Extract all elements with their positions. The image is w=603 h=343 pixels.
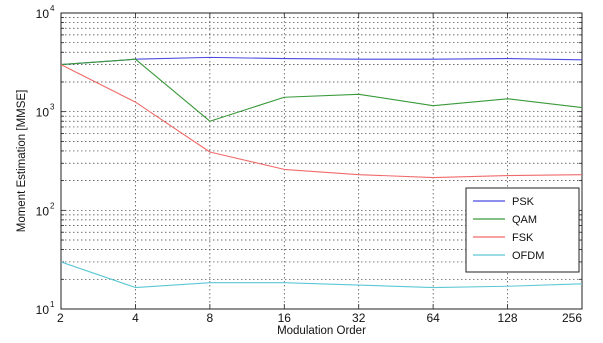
legend-label-fsk: FSK — [512, 232, 534, 244]
series-line-fsk — [60, 64, 583, 179]
legend-label-psk: PSK — [512, 196, 535, 208]
y-tick-exponent: 4 — [50, 4, 55, 13]
x-tick-label: 16 — [278, 311, 292, 325]
y-tick-exponent: 2 — [50, 201, 55, 210]
series-line-ofdm — [60, 261, 583, 289]
y-axis-label: Moment Estimation [MMSE] — [16, 90, 28, 233]
x-tick-label: 128 — [498, 311, 518, 325]
y-tick-exponent: 3 — [50, 103, 55, 112]
x-tick-label: 32 — [352, 311, 366, 325]
x-tick-label: 2 — [57, 311, 64, 325]
x-tick-labels: 2 4 8 16 32 64 128 256 — [57, 311, 582, 325]
x-tick-label: 4 — [132, 311, 139, 325]
y-tick-exponent: 1 — [50, 300, 55, 309]
grid-lines — [61, 13, 582, 309]
legend-label-ofdm: OFDM — [512, 250, 544, 262]
y-tick-label: 10 — [36, 204, 50, 218]
series-line-qam — [60, 58, 583, 122]
series-line-psk — [60, 56, 583, 66]
x-axis-label: Modulation Order — [277, 325, 366, 337]
x-tick-label: 256 — [562, 311, 582, 325]
y-tick-label: 10 — [36, 303, 50, 317]
x-tick-label: 8 — [207, 311, 214, 325]
legend: PSK QAM FSK OFDM — [465, 187, 580, 273]
x-tick-label: 64 — [426, 311, 440, 325]
y-tick-label: 10 — [36, 106, 50, 120]
y-tick-label: 10 — [36, 7, 50, 21]
series-lines — [60, 56, 583, 289]
legend-label-qam: QAM — [512, 214, 537, 226]
legend-box — [465, 187, 580, 273]
axis-ticks — [60, 12, 583, 310]
plot-frame — [60, 12, 583, 310]
